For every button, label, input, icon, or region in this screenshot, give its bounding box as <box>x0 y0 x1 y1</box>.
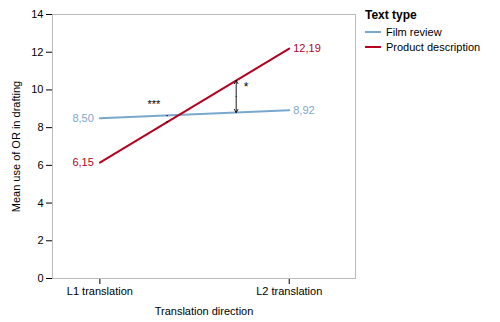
svg-text:8,50: 8,50 <box>72 112 93 124</box>
svg-text:4: 4 <box>37 197 43 209</box>
svg-text:8,92: 8,92 <box>293 104 314 116</box>
html-text:Film review: Film review <box>386 26 442 38</box>
svg-text:Translation direction: Translation direction <box>155 305 254 317</box>
svg-text:6: 6 <box>37 159 43 171</box>
html-text:Product description: Product description <box>386 41 481 53</box>
svg-text:*: * <box>244 80 249 94</box>
svg-text:12: 12 <box>31 46 43 58</box>
svg-text:10: 10 <box>31 83 43 95</box>
svg-text:Mean use of OR in drafting: Mean use of OR in drafting <box>10 81 22 212</box>
svg-text:12,19: 12,19 <box>293 42 321 54</box>
svg-text:14: 14 <box>31 8 43 20</box>
html-text:Text type: Text type <box>365 8 417 22</box>
svg-text:2: 2 <box>37 234 43 246</box>
svg-text:8: 8 <box>37 121 43 133</box>
svg-text:0: 0 <box>37 272 43 284</box>
svg-text:L1 translation: L1 translation <box>67 285 133 297</box>
svg-text:6,15: 6,15 <box>72 156 93 168</box>
svg-text:***: *** <box>147 98 161 110</box>
svg-text:L2 translation: L2 translation <box>256 285 322 297</box>
